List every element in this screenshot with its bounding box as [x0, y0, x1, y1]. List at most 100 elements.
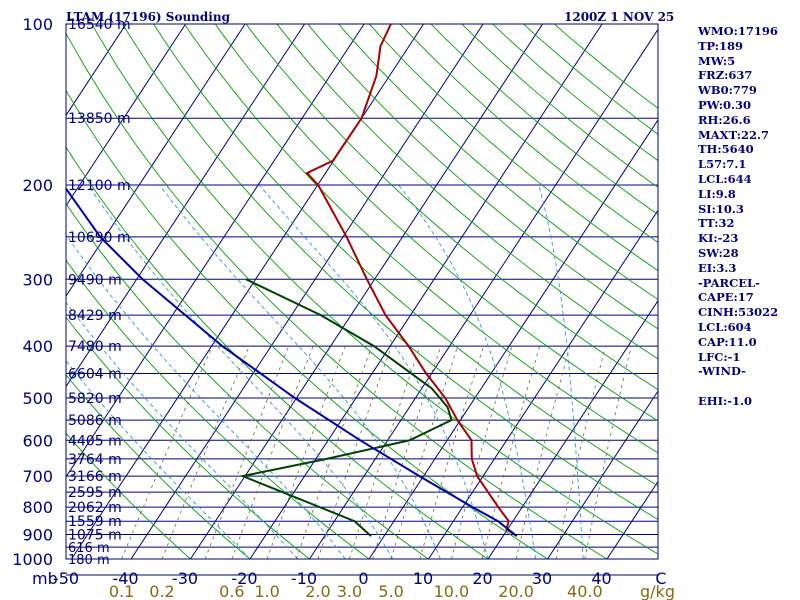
mixing-ratio-line [296, 345, 373, 559]
mixing-ratio-label: 0.6 [219, 582, 244, 600]
moist-adiabat [66, 233, 346, 559]
mixing-ratio-label: 40.0 [567, 582, 603, 600]
pressure-tick-label: 900 [22, 526, 53, 545]
temperature-tick-label: -20 [231, 569, 257, 588]
height-label: 12100 m [68, 178, 131, 194]
pressure-unit-label: mb [32, 569, 58, 588]
isotherm-line [428, 209, 658, 559]
plot-frame [65, 23, 659, 576]
mixing-ratio-line [349, 345, 421, 559]
dry-adiabat [122, 24, 658, 521]
dewpoint-trace [239, 278, 453, 537]
index-line: SI:10.3 [698, 201, 744, 216]
valid-time: 1200Z 1 NOV 25 [564, 10, 675, 24]
temperature-tick-label: -40 [112, 569, 138, 588]
index-line: LFC:-1 [698, 349, 741, 364]
pressure-tick-label: 100 [22, 15, 53, 34]
height-label: 2595 m [68, 485, 122, 501]
height-label: 13850 m [68, 111, 131, 127]
height-label: 3764 m [68, 452, 122, 468]
moist-adiabat [259, 184, 489, 559]
mixing-ratio-line [451, 345, 513, 559]
height-label: 180 m [68, 553, 110, 568]
isotherm-line [190, 24, 544, 559]
dry-adiabat [66, 432, 192, 559]
dry-adiabat [245, 24, 658, 391]
isotherm-line [309, 28, 658, 559]
index-line: LCL:644 [698, 171, 752, 186]
isotherm-line [0, 24, 7, 559]
moist-adiabat [398, 184, 537, 559]
index-line: EI:3.3 [698, 260, 737, 275]
isotherm-line [71, 24, 425, 559]
height-label: 4405 m [68, 433, 122, 449]
index-line: FRZ:637 [698, 68, 753, 83]
index-spacer [698, 379, 798, 394]
height-label: 1559 m [68, 514, 122, 530]
height-label: 5820 m [68, 391, 122, 407]
dry-adiabat [66, 32, 608, 559]
mixing-ratio-label: 10.0 [434, 582, 470, 600]
mixing-ratio-label: 0.1 [109, 582, 134, 600]
mixing-ratio-label: 2.0 [305, 582, 330, 600]
mixing-ratio-line [515, 345, 571, 559]
index-line: KI:-23 [698, 231, 739, 246]
mixing-ratio-line [481, 345, 541, 559]
dry-adiabat [399, 24, 658, 243]
index-line: LCL:604 [698, 319, 752, 334]
isotherm-line [66, 24, 187, 207]
height-label: 5086 m [68, 413, 122, 429]
temperature-tick-label: -30 [172, 569, 198, 588]
moist-adiabat [87, 184, 394, 559]
sounding-series [66, 24, 518, 537]
index-line: CAPE:17 [698, 290, 754, 305]
isotherm-line [66, 24, 306, 388]
index-line: PW:0.30 [698, 97, 752, 112]
index-line: MAXT:22.7 [698, 127, 769, 142]
isotherm-line [368, 118, 658, 559]
index-line: MW:5 [698, 53, 736, 68]
mixing-ratio-line [419, 345, 484, 559]
dry-adiabat [66, 374, 251, 559]
isotherm-line [487, 299, 658, 559]
isotherm-line [547, 390, 658, 559]
mixing-ratio-line [317, 345, 392, 559]
pressure-tick-label: 500 [22, 389, 53, 408]
mixing-ratio-line [161, 345, 250, 559]
temperature-trace [305, 24, 518, 537]
isopleths [0, 24, 658, 559]
temperature-tick-label: -50 [53, 569, 79, 588]
height-label: 8429 m [68, 308, 122, 324]
height-label: 2062 m [68, 500, 122, 516]
pressure-tick-label: 700 [22, 467, 53, 486]
mixing-ratio-unit-label: g/kg [640, 582, 675, 600]
index-line: CINH:53022 [698, 305, 779, 320]
pressure-tick-label: 200 [22, 176, 53, 195]
height-label: 616 m [68, 541, 110, 556]
moist-adiabat [538, 184, 584, 559]
dry-adiabat [368, 24, 658, 272]
temperature-tick-label: 10 [413, 569, 433, 588]
height-label: 6604 m [68, 366, 122, 382]
dry-adiabat [66, 89, 549, 559]
index-line: TH:5640 [698, 142, 754, 157]
mixing-ratio-line [231, 345, 314, 559]
index-line: SW:28 [698, 245, 739, 260]
dry-adiabat [153, 24, 658, 487]
mixing-ratio-line [372, 345, 442, 559]
plot-border [65, 23, 659, 560]
temperature-tick-label: 0 [358, 569, 368, 588]
temperature-tick-label: C [655, 569, 666, 588]
mixing-ratio-label: 1.0 [254, 582, 279, 600]
height-label: 7480 m [68, 339, 122, 355]
index-line: CAP:11.0 [698, 334, 757, 349]
isotherm-line [66, 24, 365, 478]
dry-adiabat [66, 316, 311, 559]
temperature-tick-label: 20 [472, 569, 492, 588]
height-label: 1075 m [68, 528, 122, 544]
isotherm-line [249, 24, 603, 559]
pressure-tick-label: 400 [22, 337, 53, 356]
index-line: WMO:17196 [698, 24, 778, 38]
